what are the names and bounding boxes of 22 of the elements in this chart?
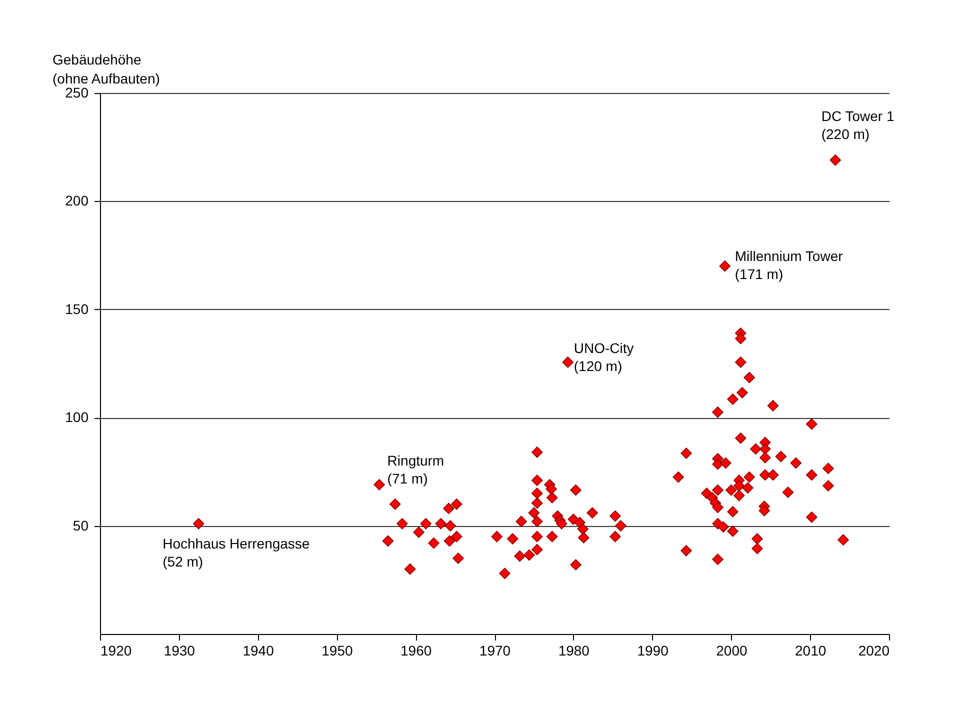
annotation: Ringturm (71 m) — [387, 452, 444, 487]
x-tick-label: 2000 — [716, 642, 748, 658]
x-tick-label: 1920 — [100, 642, 132, 658]
x-tick-label: 1950 — [322, 642, 353, 658]
y-tick-label: 200 — [65, 192, 89, 209]
x-tick-label: 1970 — [479, 642, 511, 658]
annotation: Millennium Tower (171 m) — [734, 248, 844, 282]
y-tick-label: 50 — [72, 517, 89, 534]
x-tick-label: 1990 — [637, 642, 669, 658]
x-tick-label: 2010 — [795, 642, 826, 658]
annotation: Hochhaus Herrengasse (52 m) — [162, 536, 310, 570]
annotation: DC Tower 1 (220 m) — [821, 108, 894, 142]
annotation: UNO-City (120 m) — [574, 340, 634, 374]
x-tick-label: 2020 — [858, 642, 890, 658]
x-tick-label: 1980 — [558, 642, 590, 658]
x-tick-label: 1960 — [400, 642, 432, 658]
y-tick-label: 250 — [65, 84, 89, 100]
y-axis-title: Gebäudehöhe (ohne Aufbauten) — [52, 52, 160, 86]
x-tick-label: 1930 — [164, 642, 196, 658]
y-tick-label: 150 — [65, 300, 89, 317]
x-tick-label: 1940 — [242, 642, 274, 658]
y-tick-label: 100 — [65, 409, 89, 426]
